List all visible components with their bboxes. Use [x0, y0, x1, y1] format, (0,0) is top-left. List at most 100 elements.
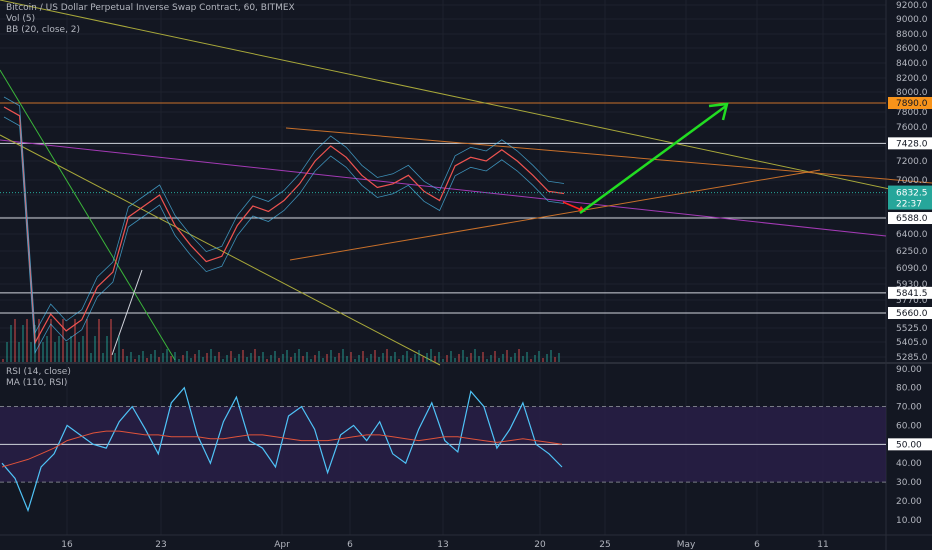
- volume-bar: [438, 352, 440, 362]
- green-arrow[interactable]: [579, 104, 727, 215]
- volume-bar: [118, 336, 120, 362]
- volume-bar: [66, 342, 68, 362]
- volume-bar: [274, 351, 276, 362]
- price-axis[interactable]: 9200.0 9000.0 8800.0 8600.0 8400.0 8200.0 8000…: [888, 1, 932, 363]
- volume-bar: [106, 336, 108, 362]
- rsi-axis[interactable]: 90.00 80.00 70.00 60.00 50.00 40.00 30.00 20.00…: [888, 365, 932, 526]
- volume-bar: [370, 354, 372, 362]
- volume-bar: [446, 355, 448, 362]
- price-tick-label: 8800.0: [896, 30, 928, 40]
- rsi-ma-legend[interactable]: MA (110, RSI): [6, 378, 68, 388]
- volume-bar: [38, 319, 40, 362]
- ascending-trendline-white[interactable]: [111, 269, 143, 356]
- volume-bar: [42, 342, 44, 362]
- volume-bar: [234, 358, 236, 362]
- time-tick-label: 13: [437, 540, 448, 550]
- bb-legend[interactable]: BB (20, close, 2): [6, 25, 81, 35]
- volume-bar: [326, 354, 328, 362]
- bollinger-lower-band: [3, 116, 565, 354]
- price-tick-label: 7800.0: [896, 108, 928, 118]
- volume-bar: [2, 359, 4, 362]
- volume-bar: [190, 358, 192, 362]
- volume-bar: [158, 357, 160, 362]
- time-tick-label: Apr: [274, 540, 290, 550]
- volume-bar: [254, 349, 256, 362]
- volume-bar: [466, 357, 468, 362]
- volume-bar: [46, 336, 48, 362]
- rsi-50-badge: [888, 438, 932, 451]
- steep-trendline-green[interactable]: [0, 69, 176, 361]
- time-tick-label: 23: [155, 540, 166, 550]
- volume-bar: [290, 357, 292, 362]
- volume-bar: [442, 359, 444, 362]
- volume-bar: [366, 358, 368, 362]
- descending-trendline-orange[interactable]: [285, 127, 932, 184]
- volume-bar: [474, 349, 476, 362]
- volume-bar: [62, 319, 64, 362]
- rsi-tick-label: 40.00: [896, 459, 922, 469]
- volume-bar: [22, 325, 24, 362]
- volume-bar: [10, 325, 12, 362]
- volume-bar: [198, 350, 200, 362]
- volume-bar: [454, 358, 456, 362]
- volume-bar: [314, 355, 316, 362]
- green-arrow-head: [708, 102, 729, 121]
- ascending-trendline-orange[interactable]: [289, 169, 821, 261]
- volume-bar: [202, 357, 204, 362]
- volume-bar: [398, 359, 400, 362]
- level-badge-label: 7428.0: [896, 139, 928, 149]
- volume-bar: [342, 349, 344, 362]
- volume-bar: [114, 353, 116, 362]
- volume-bar: [346, 356, 348, 362]
- level-badge: [888, 286, 932, 299]
- price-tick-label: 7000.0: [896, 176, 928, 186]
- volume-bar: [506, 350, 508, 362]
- volume-bar: [310, 359, 312, 362]
- volume-bar: [362, 351, 364, 362]
- volume-bar: [50, 319, 52, 362]
- descending-trendline-lower[interactable]: [0, 134, 441, 366]
- volume-bar: [58, 336, 60, 362]
- price-tick-label: 7600.0: [896, 123, 928, 133]
- volume-bar: [230, 351, 232, 362]
- price-tick-label: 9200.0: [896, 1, 928, 11]
- rsi-pane[interactable]: [0, 386, 886, 513]
- volume-bar: [218, 352, 220, 362]
- volume-bar: [470, 353, 472, 362]
- rsi-tick-label: 80.00: [896, 384, 922, 394]
- volume-bar: [510, 357, 512, 362]
- volume-bar: [238, 354, 240, 362]
- descending-trendline-upper[interactable]: [0, 0, 932, 199]
- volume-bar: [426, 353, 428, 362]
- rsi-line[interactable]: [1, 386, 563, 513]
- volume-bar: [90, 353, 92, 362]
- vol-legend[interactable]: Vol (5): [6, 14, 36, 24]
- volume-bar: [130, 352, 132, 362]
- time-tick-label: 20: [534, 540, 546, 550]
- bollinger-upper-band: [3, 96, 565, 334]
- volume-bar: [150, 354, 152, 362]
- rsi-legend[interactable]: RSI (14, close): [6, 367, 71, 377]
- volume-bar: [354, 359, 356, 362]
- rsi-tick-label: 10.00: [896, 516, 922, 526]
- price-tick-label: 5405.0: [896, 338, 928, 348]
- volume-bar: [358, 355, 360, 362]
- price-pane[interactable]: [0, 0, 932, 366]
- price-series-line[interactable]: [3, 106, 565, 345]
- volume-bar: [518, 349, 520, 362]
- volume-bar: [74, 319, 76, 362]
- volume-bar: [70, 336, 72, 362]
- volume-bar: [334, 357, 336, 362]
- time-axis[interactable]: 16 23 Apr 6 13 20 25 May 6 11: [61, 540, 828, 550]
- volume-bar: [350, 352, 352, 362]
- volume-bar: [286, 350, 288, 362]
- time-tick-label: 6: [347, 540, 353, 550]
- volume-bar: [226, 355, 228, 362]
- descending-trendline-purple[interactable]: [0, 139, 887, 237]
- level-badge: [888, 307, 932, 319]
- rsi-ma-line[interactable]: [1, 430, 563, 468]
- volume-bar: [338, 353, 340, 362]
- volume-bar: [246, 357, 248, 362]
- volume-bar: [478, 356, 480, 362]
